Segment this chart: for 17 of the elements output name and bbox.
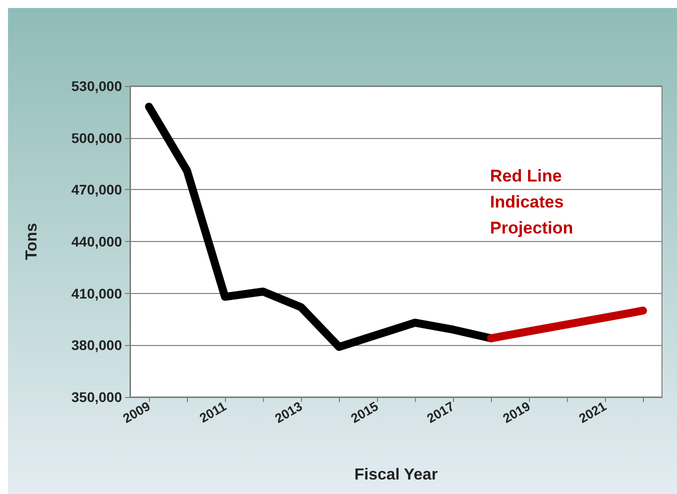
- y-tick-label: 530,000: [71, 78, 122, 94]
- x-tick-label: 2017: [424, 398, 457, 426]
- y-tick-label: 410,000: [71, 285, 122, 302]
- y-tick-label: 440,000: [71, 234, 122, 250]
- y-axis-title: Tons: [24, 222, 40, 260]
- x-axis-title: Fiscal Year: [354, 466, 438, 484]
- x-tick-label: 2019: [500, 398, 533, 426]
- y-tick-label: 350,000: [71, 389, 122, 405]
- x-tick-label: 2009: [120, 398, 153, 426]
- x-tick-label: 2021: [576, 398, 609, 426]
- y-tick-label: 380,000: [71, 337, 122, 354]
- x-tick-label: 2011: [196, 398, 229, 426]
- x-tick-label: 2013: [272, 398, 305, 426]
- annotation: Red Line Indicates Projection: [490, 166, 574, 238]
- y-tick-label: 470,000: [71, 182, 122, 198]
- y-tick-label: 500,000: [71, 130, 122, 146]
- x-tick-label: 2015: [348, 398, 381, 426]
